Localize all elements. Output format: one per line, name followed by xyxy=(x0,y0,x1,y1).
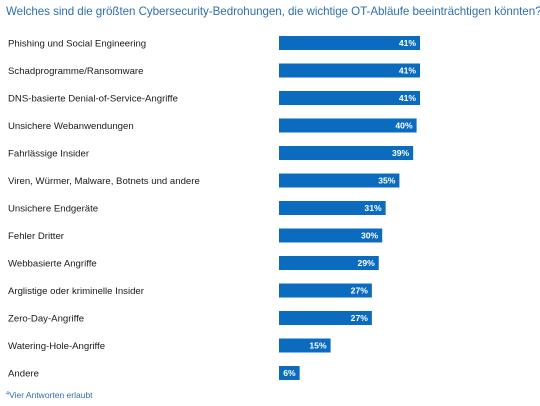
category-label: Zero-Day-Angriffe xyxy=(8,314,84,325)
bar xyxy=(279,91,421,105)
bar xyxy=(279,173,400,188)
category-label: Webbasierte Angriffe xyxy=(8,259,97,270)
bar xyxy=(279,338,331,353)
footnote-mark: 4 xyxy=(6,391,10,397)
footnote: 4Vier Antworten erlaubt xyxy=(6,390,93,400)
bar xyxy=(279,228,383,243)
value-label: 31% xyxy=(364,203,382,213)
chart-title-text: Welches sind die größten Cybersecurity-B… xyxy=(6,5,540,18)
value-label: 27% xyxy=(351,286,369,296)
bar xyxy=(279,283,372,298)
value-label: 41% xyxy=(399,38,417,48)
category-label: Fahrlässige Insider xyxy=(8,149,90,160)
value-label: 41% xyxy=(399,66,417,76)
value-label: 6% xyxy=(283,368,296,378)
value-label: 39% xyxy=(392,148,410,158)
bar xyxy=(279,36,421,50)
bar xyxy=(279,146,414,160)
value-label: 27% xyxy=(351,313,369,323)
category-label: Unsichere Webanwendungen xyxy=(8,121,134,132)
bar xyxy=(279,201,386,215)
category-label: Viren, Würmer, Malware, Botnets und ande… xyxy=(8,176,200,187)
value-label: 41% xyxy=(399,93,417,103)
bar xyxy=(279,366,300,380)
chart-title: Welches sind die größten Cybersecurity-B… xyxy=(6,4,540,18)
value-label: 40% xyxy=(395,121,413,131)
bar xyxy=(279,118,417,133)
value-label: 15% xyxy=(309,341,327,351)
value-label: 29% xyxy=(358,258,376,268)
category-label: Schadprogramme/Ransomware xyxy=(8,66,143,77)
bar xyxy=(279,311,372,325)
category-label: DNS-basierte Denial-of-Service-Angriffe xyxy=(8,94,178,105)
bar xyxy=(279,63,421,78)
bar xyxy=(279,256,379,270)
value-label: 35% xyxy=(378,176,396,186)
category-label: Fehler Dritter xyxy=(8,231,65,242)
category-label: Watering-Hole-Angriffe xyxy=(8,341,105,352)
footnote-text: Vier Antworten erlaubt xyxy=(9,390,93,400)
category-label: Unsichere Endgeräte xyxy=(8,204,98,215)
category-label: Phishing und Social Engineering xyxy=(8,39,146,50)
category-label: Arglistige oder kriminelle Insider xyxy=(8,286,145,297)
value-label: 30% xyxy=(361,231,379,241)
category-label: Andere xyxy=(8,369,39,380)
